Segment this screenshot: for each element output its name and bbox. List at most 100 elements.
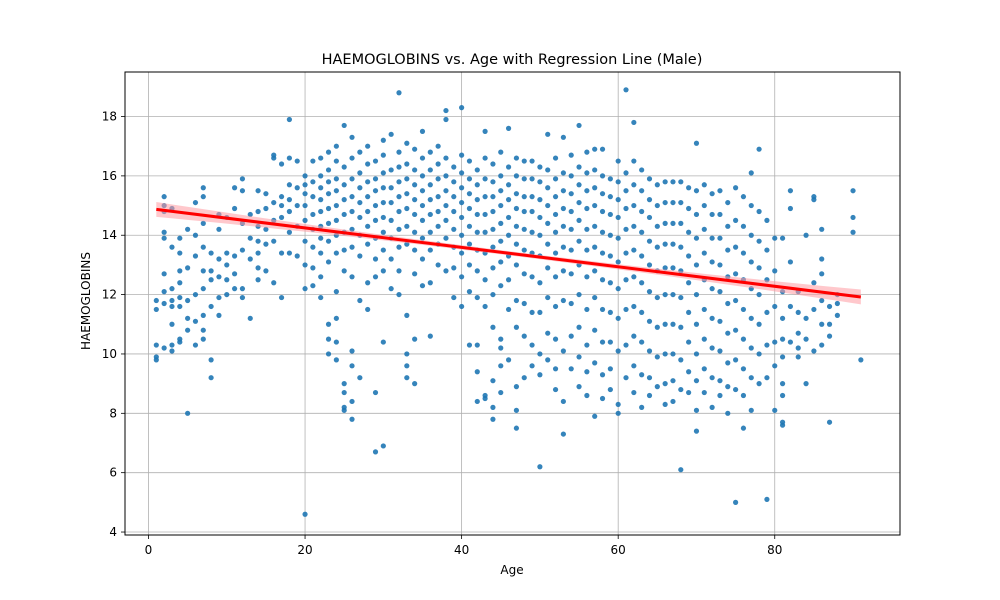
data-point	[787, 188, 794, 194]
data-point	[200, 327, 206, 333]
data-point	[459, 214, 465, 221]
data-point	[482, 303, 488, 310]
data-point	[318, 294, 324, 301]
data-point	[717, 262, 723, 268]
data-point	[576, 238, 582, 244]
data-point	[341, 247, 347, 253]
data-point	[396, 90, 402, 96]
y-tick-label: 16	[102, 169, 117, 183]
data-point	[396, 149, 402, 155]
data-point	[247, 315, 253, 321]
data-point	[834, 300, 840, 307]
data-point	[521, 208, 527, 215]
data-point	[208, 375, 214, 381]
data-point	[443, 235, 449, 241]
data-point	[599, 250, 606, 256]
data-point	[286, 229, 292, 235]
data-point	[325, 351, 332, 357]
data-point	[646, 238, 653, 244]
data-point	[662, 401, 668, 408]
data-point	[678, 357, 684, 363]
data-point	[670, 241, 676, 247]
data-point	[576, 291, 582, 298]
data-point	[568, 366, 574, 372]
data-point	[435, 143, 441, 149]
data-point	[787, 303, 794, 310]
data-point	[505, 182, 512, 188]
data-point	[560, 244, 566, 250]
data-point	[459, 303, 465, 310]
data-point	[325, 336, 332, 342]
data-point	[631, 389, 637, 396]
data-point	[607, 386, 613, 393]
data-point	[513, 297, 520, 304]
data-point	[545, 185, 551, 191]
data-point	[341, 268, 347, 274]
data-point	[443, 107, 449, 114]
data-point	[725, 223, 731, 229]
data-point	[208, 357, 214, 363]
data-point	[505, 277, 512, 283]
data-point	[537, 309, 543, 316]
data-point	[826, 303, 833, 310]
data-point	[623, 277, 629, 283]
data-point	[349, 398, 355, 405]
data-point	[498, 345, 504, 351]
regression-line	[156, 207, 862, 299]
data-point	[153, 342, 159, 348]
data-point	[459, 232, 465, 238]
data-point	[568, 226, 574, 232]
data-point	[388, 256, 394, 262]
data-point	[639, 188, 645, 194]
data-point	[552, 250, 559, 256]
data-point	[466, 262, 473, 268]
data-point	[255, 250, 261, 256]
data-point	[850, 188, 856, 194]
data-point	[584, 247, 590, 253]
data-point	[803, 315, 809, 321]
data-point	[670, 199, 676, 206]
data-point	[412, 211, 418, 218]
data-point	[380, 443, 386, 449]
data-point	[372, 176, 379, 182]
data-point	[740, 250, 747, 256]
data-point	[263, 268, 269, 274]
data-point	[850, 229, 856, 235]
data-point	[646, 318, 653, 324]
data-point	[177, 294, 183, 301]
data-point	[670, 351, 676, 357]
data-point	[670, 321, 676, 327]
data-point	[177, 235, 183, 241]
data-point	[231, 205, 238, 212]
data-point	[302, 238, 308, 244]
data-point	[693, 235, 700, 241]
data-point	[568, 333, 574, 339]
data-point	[333, 176, 339, 182]
data-point	[404, 161, 410, 167]
data-point	[357, 297, 363, 304]
data-point	[709, 345, 715, 351]
data-point	[545, 357, 551, 363]
data-point	[185, 265, 191, 271]
data-point	[584, 306, 590, 313]
data-point	[427, 247, 433, 253]
data-point	[795, 330, 801, 336]
data-point	[592, 413, 598, 419]
data-point	[513, 191, 520, 197]
data-point	[419, 235, 426, 241]
data-point	[318, 173, 324, 179]
data-point	[459, 105, 465, 111]
data-point	[427, 333, 433, 339]
data-point	[396, 291, 402, 298]
data-point	[380, 229, 386, 235]
data-point	[349, 244, 355, 250]
data-point	[459, 250, 465, 256]
data-point	[631, 363, 637, 369]
data-point	[607, 366, 613, 372]
data-point	[701, 336, 707, 342]
y-tick-label: 10	[102, 347, 117, 361]
data-point	[200, 244, 206, 250]
data-point	[333, 339, 339, 345]
data-point	[388, 286, 394, 292]
data-point	[513, 241, 520, 247]
